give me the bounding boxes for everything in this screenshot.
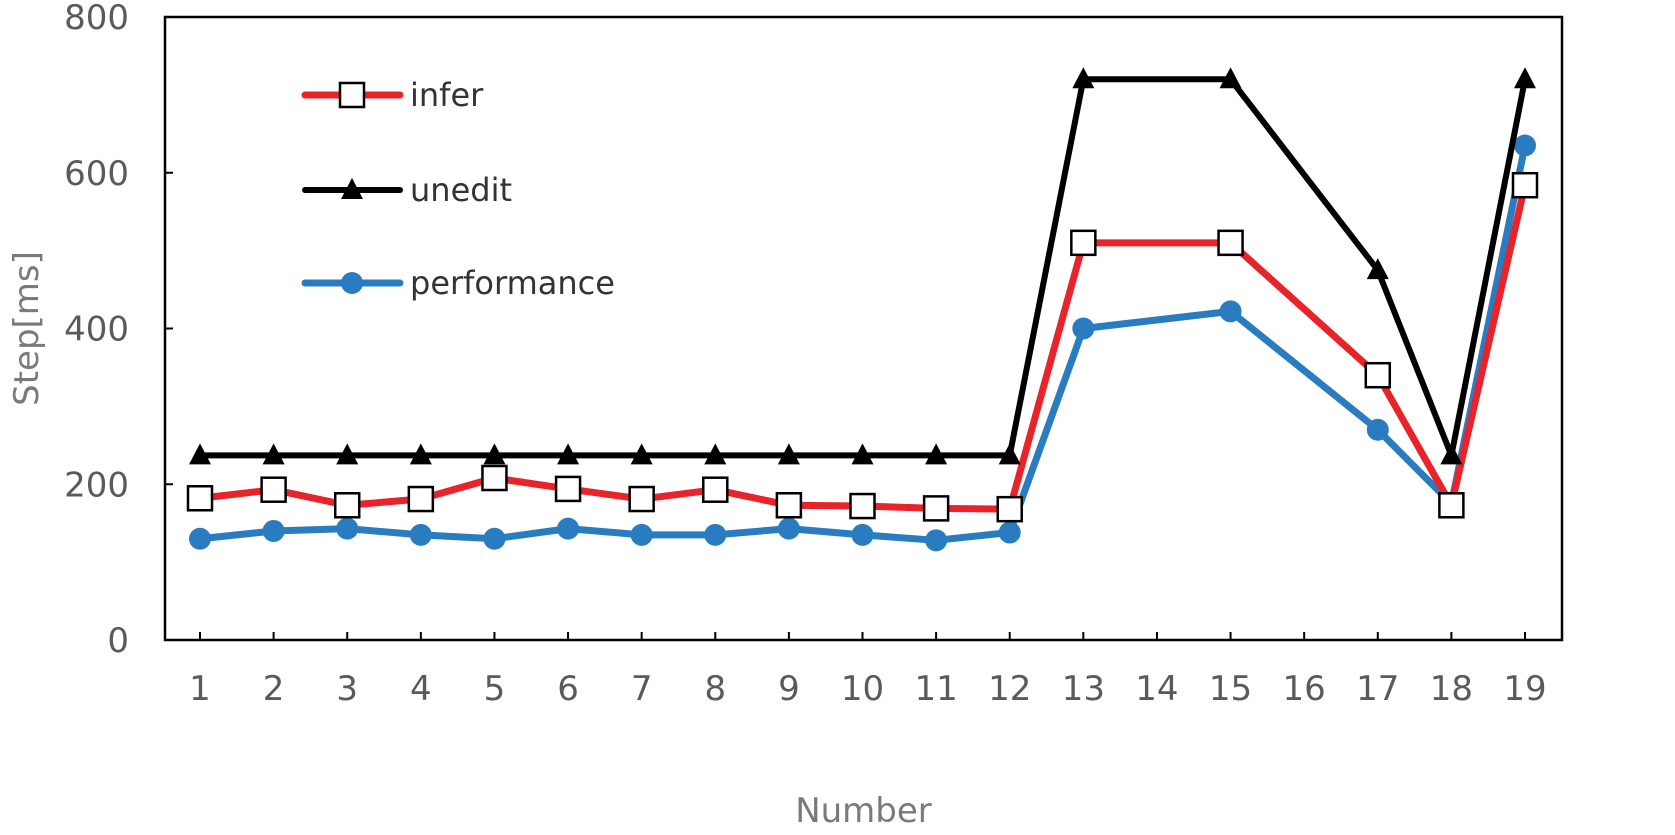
y-tick-label: 0 (107, 621, 129, 661)
data-point-performance (262, 519, 285, 542)
x-tick-label: 16 (1283, 669, 1326, 709)
data-point-unedit (1219, 67, 1242, 89)
data-point-unedit (998, 443, 1021, 465)
legend-item-performance: performance (301, 264, 615, 302)
data-point-performance (409, 523, 432, 546)
data-point-infer (1217, 229, 1244, 257)
data-point-infer (1511, 171, 1539, 199)
data-point-performance (1514, 134, 1536, 157)
y-tick-label: 800 (64, 0, 129, 38)
data-point-performance (483, 527, 506, 550)
x-tick-label: 1 (189, 669, 211, 709)
legend-label: infer (410, 76, 484, 114)
data-point-unedit (336, 443, 359, 465)
x-tick-label: 5 (484, 669, 506, 709)
data-point-unedit (483, 443, 506, 465)
legend-label: unedit (410, 171, 512, 209)
legend-marker (341, 178, 363, 199)
data-point-infer (407, 485, 435, 513)
y-tick-label: 200 (64, 465, 129, 505)
data-point-infer (186, 485, 214, 512)
x-tick-label: 19 (1503, 669, 1546, 709)
x-tick-label: 13 (1062, 669, 1105, 709)
plot-border (163, 15, 1564, 642)
legend: infer unedit performance (301, 76, 615, 302)
data-point-unedit (1072, 67, 1095, 89)
x-axis-title: Number (795, 791, 932, 831)
data-point-unedit (704, 443, 727, 465)
x-tick-label: 14 (1135, 669, 1178, 709)
x-tick-label: 2 (263, 669, 285, 709)
series-unedit (189, 67, 1536, 465)
x-tick-label: 15 (1209, 669, 1252, 709)
data-point-infer (1070, 229, 1097, 257)
x-tick-label: 11 (914, 669, 957, 709)
data-point-unedit (925, 443, 948, 465)
data-point-performance (851, 523, 874, 546)
data-point-infer (702, 476, 729, 503)
series-line-unedit (197, 76, 1528, 459)
data-point-unedit (1366, 258, 1389, 280)
data-point-unedit (630, 443, 653, 465)
x-tick-label: 3 (336, 669, 358, 709)
data-point-unedit (777, 443, 800, 465)
x-tick-label: 6 (557, 669, 579, 709)
data-point-infer (849, 492, 876, 520)
series-layer (186, 67, 1539, 552)
data-point-performance (189, 527, 211, 550)
y-axis: 0 200 400 600 800 (64, 0, 173, 661)
data-point-performance (1219, 300, 1242, 323)
x-tick-label: 4 (410, 669, 432, 709)
data-point-performance (777, 517, 800, 540)
data-point-performance (925, 529, 948, 552)
y-axis-title: Step[ms] (7, 251, 47, 406)
data-point-performance (557, 517, 580, 540)
data-point-unedit (557, 443, 580, 465)
x-tick-label: 17 (1356, 669, 1399, 709)
data-point-unedit (851, 443, 874, 465)
legend-marker (341, 272, 363, 294)
data-point-infer (996, 495, 1023, 523)
data-point-unedit (189, 443, 211, 465)
x-tick-label: 10 (841, 669, 884, 709)
data-point-performance (630, 523, 653, 546)
series-infer (186, 171, 1539, 523)
x-tick-label: 8 (704, 669, 726, 709)
x-tick-label: 9 (778, 669, 800, 709)
data-point-infer (481, 464, 508, 492)
data-point-performance (336, 517, 359, 540)
y-tick-label: 600 (64, 154, 129, 194)
data-point-performance (704, 523, 727, 546)
x-axis: 1 2 3 4 5 6 7 8 9 10 11 12 13 14 15 16 17 18 19 (189, 632, 1547, 709)
legend-marker (338, 81, 366, 109)
data-point-infer (628, 485, 655, 513)
legend-label: performance (410, 264, 615, 302)
data-point-infer (1438, 492, 1465, 519)
data-point-infer (333, 492, 361, 519)
series-performance (189, 134, 1536, 552)
data-point-performance (1072, 317, 1095, 340)
x-tick-label: 12 (988, 669, 1031, 709)
data-point-infer (1364, 361, 1392, 389)
data-point-unedit (1440, 443, 1463, 465)
data-point-infer (260, 476, 287, 503)
data-point-performance (998, 521, 1021, 544)
y-tick-label: 400 (64, 310, 129, 350)
data-point-unedit (1514, 67, 1536, 89)
data-point-unedit (409, 443, 432, 465)
data-point-performance (1366, 418, 1389, 441)
data-point-unedit (262, 443, 285, 465)
legend-item-infer: infer (301, 76, 484, 114)
plot-area (163, 15, 1564, 642)
data-point-infer (922, 495, 950, 522)
data-point-infer (775, 492, 803, 519)
legend-item-unedit: unedit (302, 171, 512, 209)
x-tick-label: 18 (1430, 669, 1473, 709)
data-point-infer (554, 475, 582, 503)
x-tick-label: 7 (631, 669, 653, 709)
